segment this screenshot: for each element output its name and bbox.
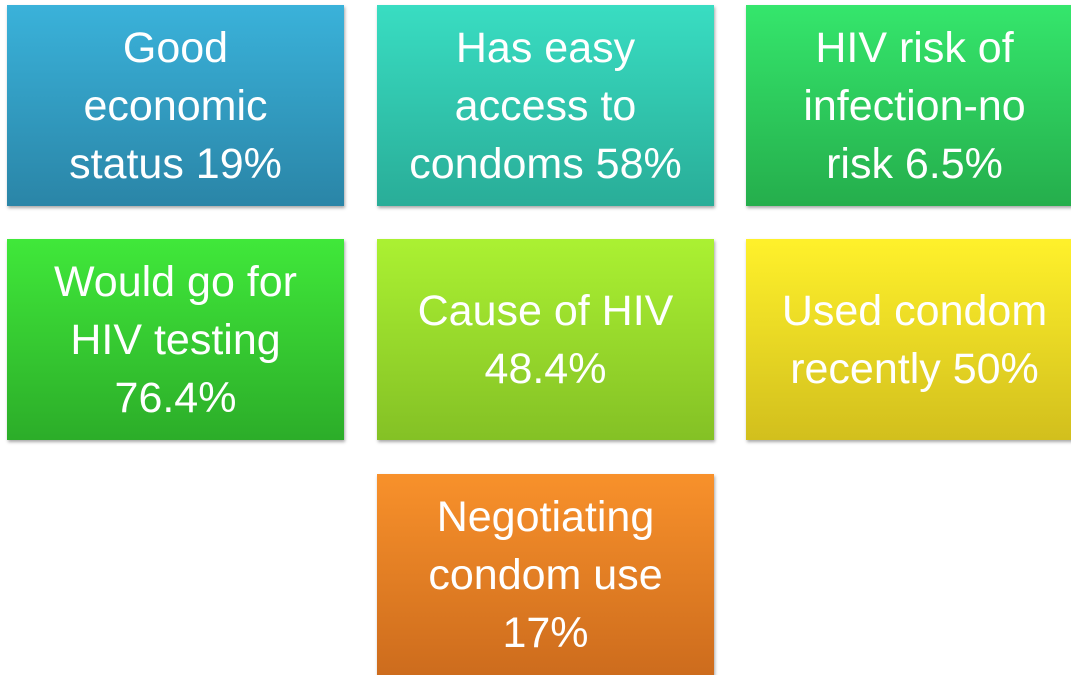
block-text: Good (122, 23, 229, 72)
block-text: status 19% (69, 139, 282, 188)
block-text: risk 6.5% (826, 139, 1003, 188)
block: Negotiating condom use 17% (377, 474, 714, 675)
block-text: HIV testing (70, 315, 281, 364)
block-text: condom use (428, 550, 663, 599)
block-text: Negotiating (436, 492, 655, 541)
block-text: Used condom (781, 286, 1048, 335)
block-text: recently 50% (790, 344, 1039, 393)
block-text: 76.4% (114, 373, 237, 422)
block-text: HIV risk of (815, 23, 1014, 72)
block-text: Cause of HIV (417, 286, 674, 335)
block-text: condoms 58% (409, 139, 682, 188)
block-text: infection-no (803, 81, 1026, 130)
block: Has easy access to condoms 58% (377, 5, 714, 206)
block-text: Would go for (53, 257, 297, 306)
block: Cause of HIV 48.4% (377, 239, 714, 440)
block-text: 17% (502, 608, 589, 657)
block: HIV risk of infection-no risk 6.5% (746, 5, 1071, 206)
block: Used condom recently 50% (746, 239, 1071, 440)
block-text: economic (83, 81, 268, 130)
block: Good economic status 19% (7, 5, 344, 206)
block-text: 48.4% (484, 344, 607, 393)
block-text: access to (454, 81, 637, 130)
block: Would go for HIV testing 76.4% (7, 239, 344, 440)
block-text: Has easy (455, 23, 636, 72)
